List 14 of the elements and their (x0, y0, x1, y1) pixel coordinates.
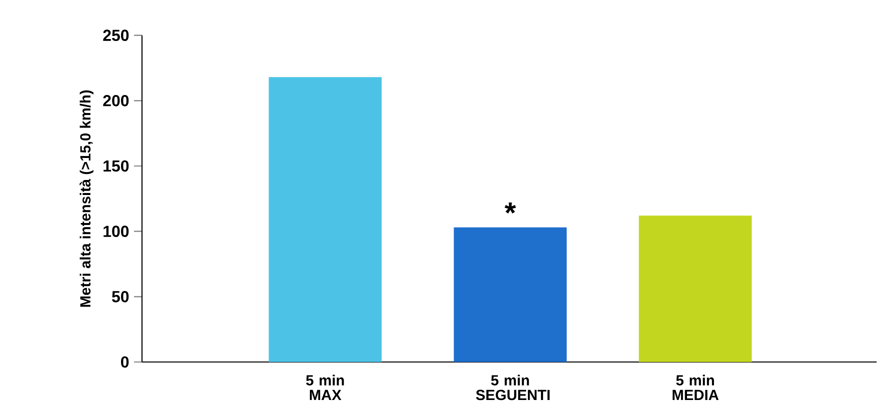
annotation: * (504, 202, 516, 214)
bar (638, 216, 752, 362)
y-tick-label: 100 (104, 226, 129, 237)
bar (454, 227, 567, 362)
x-tick-label: 5 min MEDIA (672, 374, 719, 400)
y-tick-label: 50 (112, 291, 129, 302)
x-tick-label: 5 min SEGUENTI (476, 374, 550, 400)
y-axis-title: Metri alta intensità (>15,0 km/h) (80, 90, 94, 307)
y-tick-label: 150 (104, 160, 129, 172)
y-tick-label: 200 (103, 95, 129, 106)
y-tick-label: 0 (121, 356, 129, 368)
bar (268, 77, 382, 362)
y-tick-label: 250 (103, 30, 129, 41)
x-tick-label: 5 min MAX (306, 374, 344, 400)
